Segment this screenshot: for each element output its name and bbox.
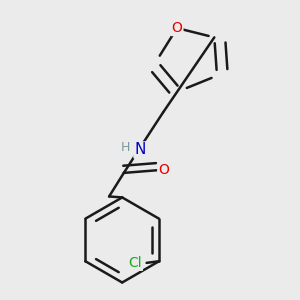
Text: O: O xyxy=(172,21,182,35)
Text: N: N xyxy=(134,142,146,158)
Text: H: H xyxy=(121,141,130,154)
Text: O: O xyxy=(158,163,169,177)
Text: Cl: Cl xyxy=(128,256,142,270)
